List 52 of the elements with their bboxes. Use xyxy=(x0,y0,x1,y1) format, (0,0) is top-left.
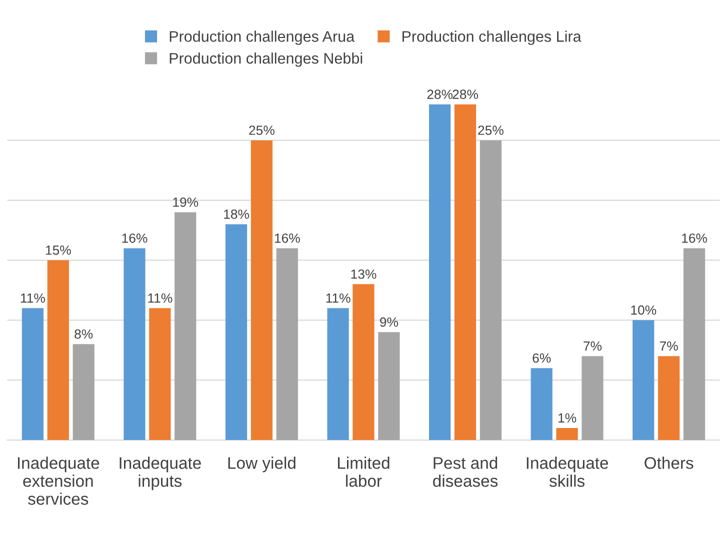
bar xyxy=(327,308,349,440)
data-label: 6% xyxy=(532,353,551,363)
bar xyxy=(352,284,374,440)
bar xyxy=(47,260,69,440)
data-label: 11% xyxy=(21,293,45,303)
data-label: 28% xyxy=(452,90,478,99)
data-label: 7% xyxy=(660,341,678,351)
legend-label: Production challenges Arua xyxy=(170,30,355,45)
bar xyxy=(124,248,146,440)
data-label: 19% xyxy=(173,198,198,207)
x-tick-label: Inadequate inputs xyxy=(120,456,201,490)
x-tick-label: Inadequate skills xyxy=(526,456,608,487)
data-label: 15% xyxy=(46,246,71,255)
data-label: 10% xyxy=(631,305,656,315)
x-tick-label: Others xyxy=(644,456,694,469)
x-tick-label: Low yield xyxy=(228,456,296,472)
data-label: 16% xyxy=(122,233,148,243)
bar xyxy=(378,332,400,440)
bar xyxy=(429,104,451,440)
data-label: 16% xyxy=(682,233,708,243)
data-label: 28% xyxy=(427,90,453,99)
bar xyxy=(22,308,44,440)
data-label: 13% xyxy=(351,269,376,279)
bar xyxy=(454,104,476,440)
x-tick-label: Pest and diseases xyxy=(433,456,498,487)
data-label: 18% xyxy=(224,210,250,219)
data-label: 16% xyxy=(274,233,300,243)
bar xyxy=(658,356,680,440)
legend-label: Production challenges Nebbi xyxy=(170,52,362,67)
x-tick-label: Inadequate extension services xyxy=(18,456,100,505)
data-label: 25% xyxy=(478,126,504,135)
data-label: 7% xyxy=(584,341,602,351)
data-label: 11% xyxy=(148,293,172,303)
x-tick-label: Limited labor xyxy=(338,456,390,487)
bar xyxy=(582,356,604,440)
legend-label: Production challenges Lira xyxy=(402,30,582,45)
bar xyxy=(480,140,502,440)
bar xyxy=(276,248,298,440)
data-label: 11% xyxy=(326,293,350,303)
data-label: 25% xyxy=(249,126,274,135)
bar xyxy=(174,212,196,440)
bar xyxy=(149,308,171,440)
bar xyxy=(225,224,248,440)
bar xyxy=(530,368,552,440)
bar xyxy=(683,248,706,440)
data-label: 9% xyxy=(380,317,398,327)
bar xyxy=(250,140,273,440)
bar xyxy=(632,320,654,440)
data-label: 8% xyxy=(74,329,93,339)
bar xyxy=(556,428,578,440)
bar xyxy=(72,344,94,440)
data-label: 1% xyxy=(558,413,576,423)
